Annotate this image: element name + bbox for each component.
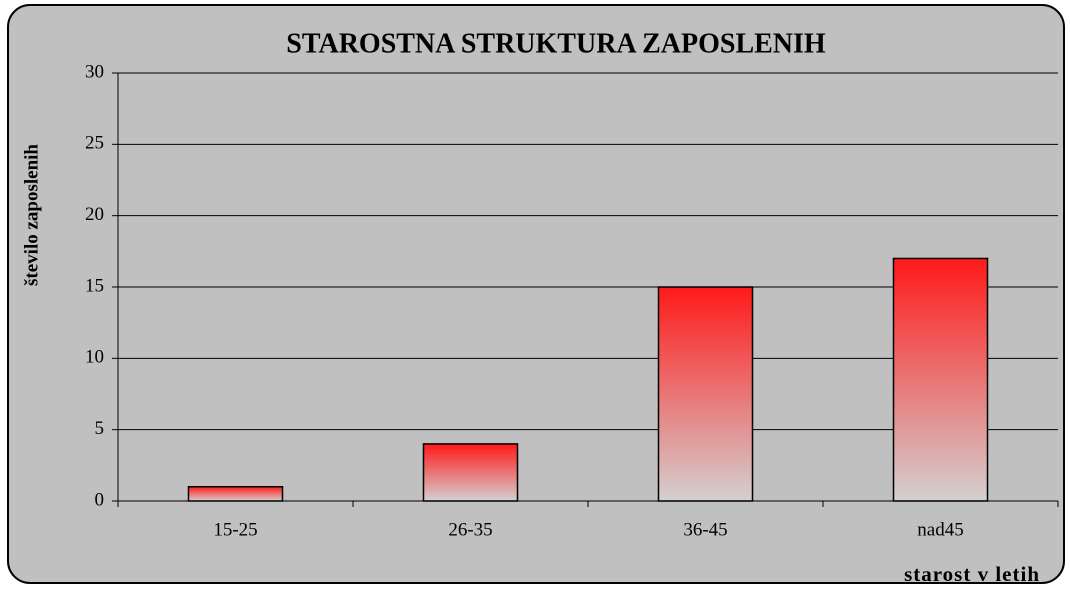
x-axis-label: starost v letih — [904, 562, 1040, 586]
x-tick-label: 15-25 — [213, 519, 257, 540]
bar — [187, 485, 284, 502]
x-tick-label: 36-45 — [683, 519, 727, 540]
y-tick-label: 5 — [95, 418, 105, 439]
y-tick-label: 15 — [85, 275, 104, 296]
y-axis-label: število zaposlenih — [21, 144, 42, 286]
y-tick-label: 10 — [85, 347, 104, 368]
y-tick-label: 30 — [85, 61, 104, 82]
y-tick-label: 20 — [85, 204, 104, 225]
x-tick-label: 26-35 — [448, 519, 492, 540]
bar — [657, 286, 754, 502]
chart-title: STAROSTNA STRUKTURA ZAPOSLENIH — [286, 28, 826, 59]
y-tick-label: 0 — [95, 489, 105, 510]
bar — [892, 257, 989, 502]
y-tick-label: 25 — [85, 133, 104, 154]
x-tick-label: nad45 — [917, 519, 963, 540]
chart-background — [7, 4, 1065, 584]
bar — [422, 443, 519, 502]
